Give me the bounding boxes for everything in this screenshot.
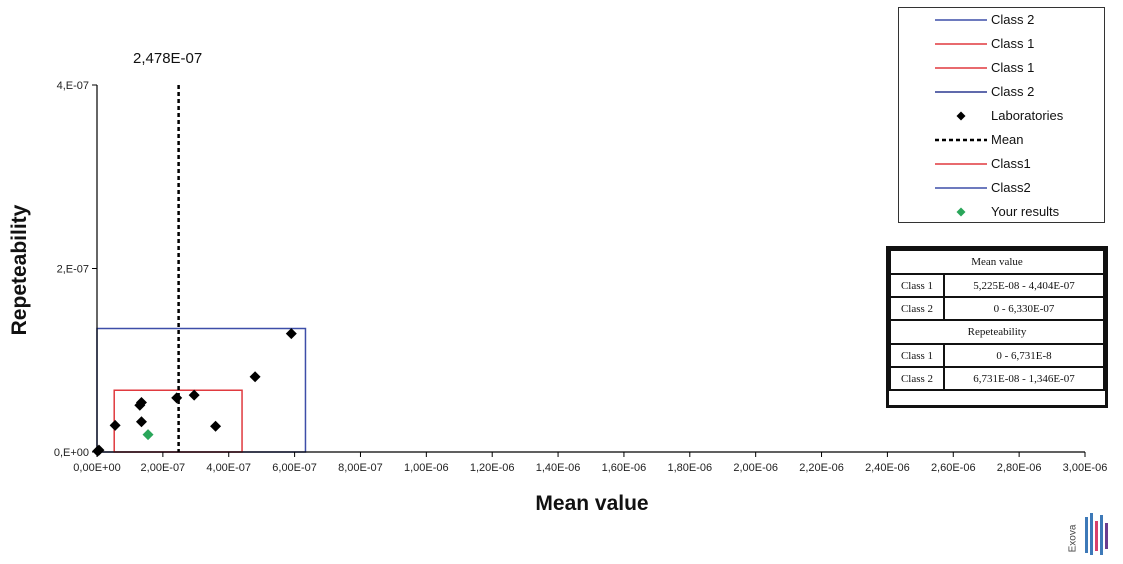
x-tick-label: 1,00E-06 [404, 462, 449, 474]
legend-item: Your results [899, 200, 1104, 224]
laboratory-point [188, 389, 200, 401]
laboratory-point [135, 396, 147, 408]
y-tick-label: 4,E-07 [57, 80, 89, 92]
range-value: 0 - 6,731E-8 [943, 343, 1105, 368]
legend-symbol-icon [956, 207, 966, 217]
x-tick-label: 1,20E-06 [470, 462, 515, 474]
legend-label: Class 1 [991, 36, 1035, 51]
legend-item: Class 2 [899, 80, 1104, 104]
laboratory-point [93, 444, 105, 456]
laboratory-point [285, 328, 297, 340]
mean-value-header: Mean value [889, 249, 1105, 275]
legend-item: Mean [899, 128, 1104, 152]
x-tick-label: 0,00E+00 [73, 462, 120, 474]
range-value: 0 - 6,330E-07 [943, 296, 1105, 321]
mean-value-label: 2,478E-07 [133, 50, 203, 67]
legend: Class 2 Class 1 Class 1 Class 2 Laboratories… [898, 7, 1105, 223]
laboratory-point [135, 416, 147, 428]
x-tick-label: 6,00E-07 [272, 462, 317, 474]
range-value: 6,731E-08 - 1,346E-07 [943, 366, 1105, 391]
legend-label: Class 2 [991, 84, 1035, 99]
legend-symbol-icon [935, 91, 987, 93]
exova-logo: Exova [1063, 511, 1113, 557]
x-tick-label: 2,20E-06 [799, 462, 844, 474]
legend-label: Mean [991, 132, 1024, 147]
y-tick-label: 0,E+00 [54, 447, 89, 459]
laboratory-point [249, 371, 261, 383]
legend-item: Class 2 [899, 8, 1104, 32]
your-result-point [142, 429, 154, 441]
x-tick-label: 8,00E-07 [338, 462, 383, 474]
legend-item: Class 1 [899, 56, 1104, 80]
y-axis-label: Repeteability [8, 204, 31, 336]
x-axis-label: Mean value [535, 492, 649, 515]
legend-symbol-icon [956, 111, 966, 121]
laboratory-point [109, 419, 121, 431]
legend-label: Class1 [991, 156, 1031, 171]
class-boxes [96, 327, 307, 453]
legend-label: Your results [991, 204, 1060, 219]
legend-item: Laboratories [899, 104, 1104, 128]
x-tick-label: 4,00E-07 [206, 462, 251, 474]
x-tick-label: 1,60E-06 [602, 462, 647, 474]
range-class-label: Class 2 [889, 296, 945, 321]
legend-label: Class2 [991, 180, 1031, 195]
legend-label: Class 1 [991, 60, 1035, 75]
laboratory-point [171, 392, 183, 404]
legend-symbol-icon [935, 43, 987, 45]
x-tick-label: 2,80E-06 [997, 462, 1042, 474]
class-ranges-table: Mean value Class 1 5,225E-08 - 4,404E-07… [886, 246, 1108, 408]
x-tick-label: 2,40E-06 [865, 462, 910, 474]
x-tick-label: 2,60E-06 [931, 462, 976, 474]
x-tick-label: 2,00E-07 [141, 462, 186, 474]
legend-item: Class2 [899, 176, 1104, 200]
legend-symbol-icon [935, 163, 987, 165]
legend-symbol-icon [935, 187, 987, 189]
range-class-label: Class 2 [889, 366, 945, 391]
x-tick-label: 1,80E-06 [667, 462, 712, 474]
legend-symbol-icon [935, 19, 987, 21]
legend-item: Class 1 [899, 32, 1104, 56]
legend-label: Class 2 [991, 12, 1035, 27]
range-class-label: Class 1 [889, 273, 945, 298]
x-tick-label: 1,40E-06 [536, 462, 581, 474]
legend-symbol-icon [935, 138, 987, 142]
range-value: 5,225E-08 - 4,404E-07 [943, 273, 1105, 298]
legend-label: Laboratories [991, 108, 1064, 123]
x-tick-label: 2,00E-06 [733, 462, 778, 474]
legend-symbol-icon [935, 67, 987, 69]
y-tick-label: 2,E-07 [57, 264, 89, 276]
laboratory-point [210, 420, 222, 432]
x-tick-label: 3,00E-06 [1063, 462, 1108, 474]
repeteability-header: Repeteability [889, 319, 1105, 345]
range-class-label: Class 1 [889, 343, 945, 368]
ticks: 0,00E+00 2,00E-07 4,00E-07 6,00E-07 8,00E-07… [54, 80, 1108, 474]
legend-item: Class1 [899, 152, 1104, 176]
data-points [92, 328, 297, 457]
